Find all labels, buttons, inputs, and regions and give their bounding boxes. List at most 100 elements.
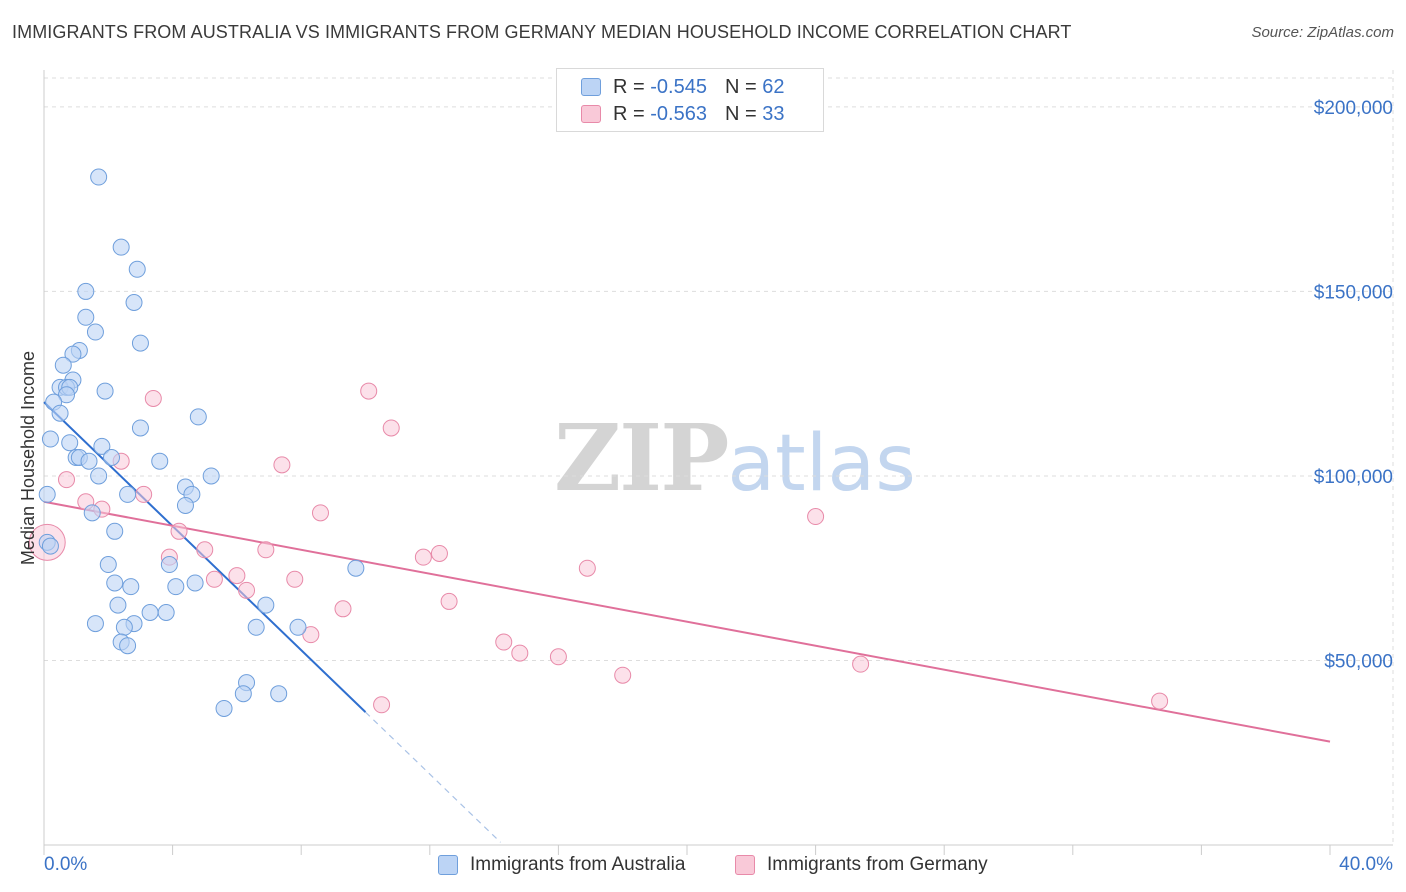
point-australia [80, 452, 98, 470]
point-australia [99, 556, 117, 574]
trend-line-germany [43, 500, 1331, 743]
watermark-atlas: atlas [727, 419, 916, 509]
point-germany [440, 592, 458, 610]
point-australia [247, 618, 265, 636]
point-germany [196, 541, 214, 559]
legend-r-value-germany: -0.563 [650, 102, 707, 125]
point-germany [273, 456, 291, 474]
point-australia [257, 596, 275, 614]
y-axis-label: Median Household Income [18, 351, 38, 565]
point-germany [1151, 692, 1169, 710]
point-australia [176, 496, 194, 514]
y-tick-label: $50,000 [1324, 651, 1393, 672]
point-germany [430, 544, 448, 562]
point-germany [286, 570, 304, 588]
point-australia [270, 685, 288, 703]
point-australia [202, 467, 220, 485]
point-australia [234, 685, 252, 703]
point-germany [135, 485, 153, 503]
point-germany [257, 541, 275, 559]
point-germany [302, 626, 320, 644]
point-australia [96, 382, 114, 400]
point-australia [64, 345, 82, 363]
point-australia [189, 408, 207, 426]
point-germany [58, 471, 76, 489]
bottom-legend-swatch-germany [735, 855, 755, 875]
point-australia [93, 437, 111, 455]
source-credit: Source: ZipAtlas.com [1251, 24, 1394, 41]
point-germany [373, 696, 391, 714]
point-australia [83, 504, 101, 522]
point-australia [131, 334, 149, 352]
bottom-legend-label-australia: Immigrants from Australia [470, 854, 686, 875]
point-germany [170, 522, 188, 540]
gridlines [44, 70, 1394, 845]
x-tick-labels: 0.0% 40.0% [44, 854, 1393, 875]
legend-row-australia: R = -0.545 N = 62 [581, 75, 784, 99]
legend-n-value-germany: 33 [762, 102, 785, 125]
trend-line-australia-extension [365, 711, 501, 843]
point-australia [90, 467, 108, 485]
point-australia [186, 574, 204, 592]
bottom-legend-label-germany: Immigrants from Germany [767, 854, 988, 875]
point-germany [549, 648, 567, 666]
legend-r-label-australia: R = [613, 75, 645, 98]
point-australia [51, 404, 69, 422]
point-germany [205, 570, 223, 588]
point-australia [90, 168, 108, 186]
point-germany [360, 382, 378, 400]
trend-australia-group [43, 401, 501, 843]
y-tick-label: $150,000 [1314, 282, 1393, 303]
point-australia [106, 574, 124, 592]
point-germany [144, 389, 162, 407]
point-australia [77, 308, 95, 326]
point-australia [347, 559, 365, 577]
x-tick-label-min: 0.0% [44, 854, 87, 875]
legend-n-label-germany: N = [724, 102, 757, 125]
point-australia [61, 434, 79, 452]
y-tick-label: $100,000 [1314, 467, 1393, 488]
point-australia [119, 637, 137, 655]
point-australia [167, 578, 185, 596]
point-germany [334, 600, 352, 618]
legend-n-value-australia: 62 [762, 75, 785, 98]
point-germany [807, 508, 825, 526]
bottom-legend-germany: Immigrants from Germany [735, 852, 988, 878]
point-australia [41, 430, 59, 448]
point-germany [495, 633, 513, 651]
bottom-legend-australia: Immigrants from Australia [438, 852, 685, 878]
point-germany [228, 567, 246, 585]
point-australia [54, 356, 72, 374]
point-australia [131, 419, 149, 437]
point-australia [86, 615, 104, 633]
point-germany [578, 559, 596, 577]
point-germany [614, 666, 632, 684]
trend-germany-group [43, 500, 1331, 743]
point-australia [109, 596, 127, 614]
point-australia [128, 260, 146, 278]
point-australia [58, 386, 76, 404]
point-germany [311, 504, 329, 522]
legend-row-germany: R = -0.563 N = 33 [581, 102, 784, 126]
watermark-zip: ZIP [554, 404, 729, 512]
point-germany [511, 644, 529, 662]
point-australia [112, 238, 130, 256]
point-australia [215, 699, 233, 717]
point-germany [238, 581, 256, 599]
legend-swatch-germany [581, 105, 601, 123]
point-australia [157, 604, 175, 621]
watermark: ZIPatlas [554, 404, 916, 512]
point-australia [151, 452, 169, 470]
point-germany [414, 548, 432, 566]
point-australia [38, 485, 56, 503]
point-germany [852, 655, 870, 673]
points-germany [28, 382, 1169, 714]
point-australia [289, 618, 307, 636]
legend-r-label-germany: R = [613, 102, 645, 125]
point-australia [160, 556, 178, 574]
legend-r-value-australia: -0.545 [650, 75, 707, 98]
point-australia [86, 323, 104, 341]
point-australia [125, 294, 143, 311]
y-tick-label: $200,000 [1314, 98, 1393, 119]
